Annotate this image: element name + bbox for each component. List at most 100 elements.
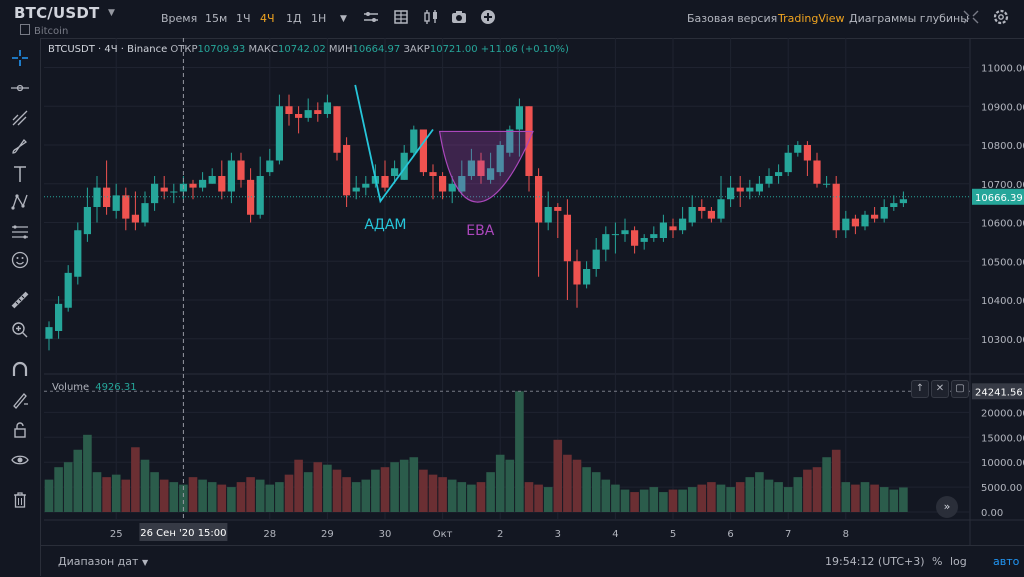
magnet-icon[interactable] [10, 360, 30, 380]
candle-body [285, 106, 293, 114]
volume-bar [793, 477, 803, 512]
horizontal-line-tool-icon[interactable] [10, 78, 30, 98]
pattern-tool-icon[interactable] [10, 192, 30, 212]
timeframe-4h[interactable]: 4Ч [260, 12, 275, 25]
candle-body [842, 218, 850, 231]
timeframe-1d[interactable]: 1Д [286, 12, 302, 25]
volume-bar [457, 482, 467, 512]
top-toolbar: BTC/USDT ▼ Bitcoin Время 15м 1Ч 4Ч 1Д 1Н… [0, 0, 1024, 39]
auto-scale-toggle[interactable]: авто [993, 555, 1020, 568]
volume-bar [275, 482, 284, 512]
fullscreen-icon[interactable] [962, 9, 980, 25]
log-toggle[interactable]: log [950, 555, 967, 568]
volume-bar [351, 482, 361, 512]
candle-body [467, 160, 475, 176]
volume-tick-label: 0.00 [981, 508, 1003, 519]
candle-body [448, 183, 456, 192]
candle-body [419, 129, 427, 173]
volume-bar [102, 477, 111, 512]
chevron-down-icon: ▼ [141, 558, 149, 567]
eye-icon[interactable] [10, 450, 30, 470]
candle-body [256, 176, 264, 215]
timeframe-1h[interactable]: 1Ч [236, 12, 251, 25]
fib-tool-icon[interactable] [10, 222, 30, 242]
eva-pattern-shape [438, 130, 534, 203]
candle-body [496, 145, 504, 173]
candle-body [851, 218, 859, 227]
price-tick-label: 10300.00 [981, 335, 1024, 346]
symbol-title[interactable]: BTC/USDT [14, 4, 100, 22]
candle-body [237, 160, 245, 180]
volume-bar [553, 439, 563, 512]
trend-line-tool-icon[interactable] [10, 108, 30, 128]
camera-icon[interactable] [450, 9, 468, 25]
basic-version-link[interactable]: Базовая версия [687, 12, 778, 25]
candle-body [506, 129, 514, 153]
candle-body [343, 145, 351, 196]
adam-pattern-line [354, 84, 434, 204]
lock-icon[interactable] [10, 420, 30, 440]
volume-bar [332, 469, 342, 512]
candle-body [631, 230, 639, 246]
add-icon[interactable] [479, 9, 497, 25]
volume-bar [841, 482, 851, 512]
emoji-tool-icon[interactable] [10, 250, 30, 270]
candle-body [803, 145, 811, 161]
scroll-to-realtime-button[interactable]: » [936, 496, 958, 518]
time-tick-label: 28 [263, 529, 276, 540]
candle-body [83, 207, 91, 235]
settings-icon[interactable] [992, 9, 1010, 25]
chevron-down-icon[interactable]: ▼ [108, 8, 115, 18]
pane-up-icon[interactable]: ↑ [911, 380, 929, 398]
candle-body [362, 183, 370, 188]
time-tick-label: 8 [843, 529, 849, 540]
volume-bar [735, 482, 745, 512]
pane-close-icon[interactable]: ✕ [931, 380, 949, 398]
draw-mode-icon[interactable] [10, 390, 30, 410]
candle-body [400, 152, 408, 180]
volume-bar [255, 479, 265, 512]
crosshair-time-label: 26 Сен '20 15:00 [140, 528, 226, 539]
date-range-button[interactable]: Диапазон дат ▼ [58, 555, 149, 568]
grid-icon[interactable] [392, 9, 410, 25]
timeframe-15m[interactable]: 15м [205, 12, 228, 25]
volume-bar [380, 467, 390, 512]
volume-bar [831, 449, 841, 512]
timeframe-more-icon[interactable]: ▼ [340, 14, 347, 24]
timeframe-1w[interactable]: 1Н [311, 12, 327, 25]
chart-type-icon[interactable] [422, 9, 440, 25]
trash-icon[interactable] [10, 490, 30, 510]
volume-bar [467, 484, 476, 512]
volume-bar [198, 479, 207, 512]
volume-bar [284, 474, 294, 512]
indicators-icon[interactable] [362, 9, 380, 25]
depth-chart-link[interactable]: Диаграммы глубины [849, 12, 969, 25]
symbol-subtitle: Bitcoin [20, 24, 68, 37]
timeframe-time[interactable]: Время [161, 12, 198, 25]
ruler-tool-icon[interactable] [10, 290, 30, 310]
candle-body [55, 303, 63, 331]
volume-bar [783, 487, 793, 512]
candle-body [640, 238, 648, 242]
pane-maximize-icon[interactable]: ▢ [951, 380, 969, 398]
volume-bar [572, 459, 582, 512]
volume-legend: Volume 4926.31 [52, 382, 137, 393]
volume-bar [265, 484, 275, 512]
candle-body [679, 218, 687, 231]
brush-tool-icon[interactable] [10, 136, 30, 156]
volume-bar [524, 482, 534, 512]
volume-bar [755, 472, 764, 512]
candle-body [736, 187, 744, 192]
zoom-tool-icon[interactable] [10, 320, 30, 340]
volume-bar [486, 472, 495, 512]
crosshair-tool-icon[interactable] [10, 48, 30, 68]
percent-toggle[interactable]: % [932, 555, 943, 568]
volume-value: 4926.31 [95, 382, 137, 393]
volume-bar [92, 472, 102, 512]
tradingview-link[interactable]: TradingView [778, 12, 845, 25]
text-tool-icon[interactable] [10, 164, 30, 184]
volume-bar [227, 487, 236, 512]
volume-bar [870, 484, 879, 512]
candle-body [899, 199, 907, 204]
volume-bar [246, 477, 255, 512]
